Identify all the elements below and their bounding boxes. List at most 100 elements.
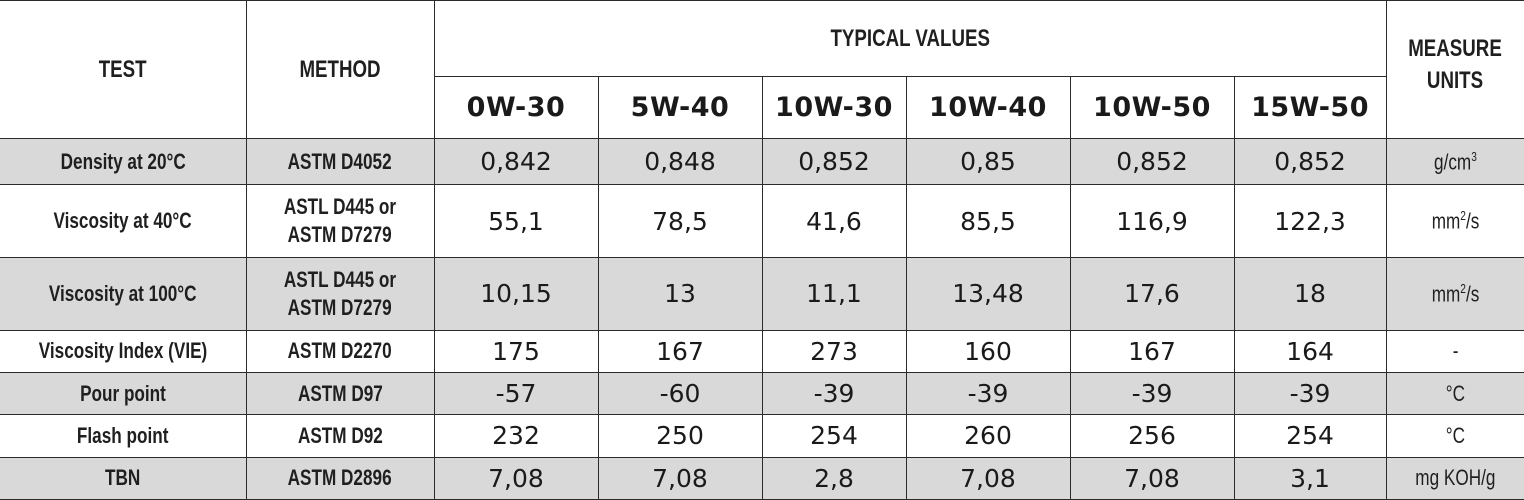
unit-label: mm2/s <box>1432 281 1480 307</box>
value-cell: 17,6 <box>1069 256 1235 331</box>
value-cell: 254 <box>761 414 907 458</box>
test-cell: Viscosity Index (VIE) <box>0 329 247 373</box>
value-cell: 232 <box>433 414 599 458</box>
value-text: 254 <box>810 421 858 451</box>
unit-cell: °C <box>1385 371 1524 416</box>
grade-label: 5W-40 <box>630 92 730 123</box>
method-label: ASTL D445 or <box>283 194 397 220</box>
header-test-label: TEST <box>98 55 147 83</box>
value-text: 18 <box>1294 279 1326 309</box>
unit-tail: /s <box>1465 208 1480 234</box>
value-text: 250 <box>656 421 704 451</box>
value-cell: 260 <box>905 414 1071 458</box>
test-label: TBN <box>105 465 141 491</box>
method-label: ASTM D2896 <box>288 465 392 491</box>
unit-cell: g/cm3 <box>1385 137 1524 186</box>
value-cell: -39 <box>1233 371 1387 416</box>
value-text: 41,6 <box>806 206 862 236</box>
value-cell: 116,9 <box>1069 184 1235 258</box>
header-measure-units-line1: MEASURE <box>1408 35 1503 62</box>
value-cell: 18 <box>1233 256 1387 331</box>
grade-header-cell: 10W-50 <box>1069 76 1235 139</box>
method-label: ASTM D7279 <box>288 294 392 320</box>
value-text: 7,08 <box>1124 463 1180 493</box>
test-label: Pour point <box>79 380 166 406</box>
unit-base: mm <box>1431 208 1461 234</box>
value-text: 260 <box>964 421 1012 451</box>
value-cell: 0,852 <box>761 137 907 186</box>
value-text: 3,1 <box>1290 463 1330 493</box>
grade-label: 0W-30 <box>466 92 566 123</box>
unit-cell: mm2/s <box>1385 256 1524 331</box>
value-cell: 164 <box>1233 329 1387 373</box>
header-typical-values-label: TYPICAL VALUES <box>830 24 990 52</box>
value-cell: 78,5 <box>597 184 763 258</box>
value-cell: 41,6 <box>761 184 907 258</box>
value-cell: 0,852 <box>1069 137 1235 186</box>
method-cell: ASTM D92 <box>245 414 435 458</box>
value-text: -39 <box>813 379 855 409</box>
test-cell: Viscosity at 40°C <box>0 184 247 258</box>
method-cell: ASTM D97 <box>245 371 435 416</box>
value-text: -57 <box>495 379 537 409</box>
unit-superscript: 3 <box>1471 148 1477 164</box>
value-text: 55,1 <box>488 206 544 236</box>
grade-header-cell: 5W-40 <box>597 76 763 139</box>
value-text: 85,5 <box>960 206 1016 236</box>
value-cell: 0,852 <box>1233 137 1387 186</box>
unit-cell: °C <box>1385 414 1524 458</box>
value-text: 7,08 <box>652 463 708 493</box>
value-text: 256 <box>1128 421 1176 451</box>
method-cell: ASTM D4052 <box>245 137 435 186</box>
value-text: 167 <box>1128 336 1176 366</box>
unit-base: mg KOH/g <box>1415 465 1496 491</box>
method-label: ASTL D445 or <box>283 266 397 292</box>
unit-base: g/cm <box>1433 148 1472 174</box>
method-label: ASTM D4052 <box>288 148 392 174</box>
value-text: -60 <box>659 379 701 409</box>
value-text: 164 <box>1286 336 1334 366</box>
table-row: Density at 20°C ASTM D4052 0,842 0,848 0,852… <box>0 137 1524 186</box>
value-cell: 167 <box>597 329 763 373</box>
value-cell: 13 <box>597 256 763 331</box>
unit-label: mg KOH/g <box>1415 465 1495 491</box>
value-cell: -39 <box>1069 371 1235 416</box>
method-label: ASTM D2270 <box>288 338 392 364</box>
header-method: METHOD <box>245 0 435 139</box>
table-row: Viscosity at 40°C ASTL D445 or ASTM D7279 5… <box>0 184 1524 258</box>
value-cell: 11,1 <box>761 256 907 331</box>
unit-base: °C <box>1445 380 1465 406</box>
test-label: Viscosity at 40°C <box>53 208 192 234</box>
value-text: 78,5 <box>652 206 708 236</box>
value-text: 0,852 <box>1116 147 1188 177</box>
test-label: Density at 20°C <box>60 148 186 174</box>
value-text: 122,3 <box>1274 206 1346 236</box>
unit-base: mm <box>1431 280 1461 306</box>
test-cell: TBN <box>0 456 247 500</box>
unit-cell: - <box>1385 329 1524 373</box>
value-text: 11,1 <box>806 279 862 309</box>
header-method-label: METHOD <box>299 55 381 83</box>
grade-header-cell: 15W-50 <box>1233 76 1387 139</box>
value-cell: 250 <box>597 414 763 458</box>
value-cell: 3,1 <box>1233 456 1387 500</box>
unit-base: °C <box>1445 422 1465 448</box>
value-text: 254 <box>1286 421 1334 451</box>
value-cell: 85,5 <box>905 184 1071 258</box>
grade-header-cell: 10W-40 <box>905 76 1071 139</box>
value-cell: 10,15 <box>433 256 599 331</box>
table-row: Viscosity Index (VIE) ASTM D2270 175 167 273… <box>0 329 1524 373</box>
header-measure-units: MEASURE UNITS <box>1385 0 1524 139</box>
value-text: -39 <box>1289 379 1331 409</box>
header-measure-units-line2: UNITS <box>1427 67 1484 94</box>
test-label: Viscosity at 100°C <box>48 280 197 306</box>
value-text: 10,15 <box>480 279 552 309</box>
value-cell: 7,08 <box>905 456 1071 500</box>
method-cell: ASTL D445 or ASTM D7279 <box>245 184 435 258</box>
unit-cell: mg KOH/g <box>1385 456 1524 500</box>
value-text: 13 <box>664 279 696 309</box>
value-cell: -60 <box>597 371 763 416</box>
grade-header-cell: 0W-30 <box>433 76 599 139</box>
